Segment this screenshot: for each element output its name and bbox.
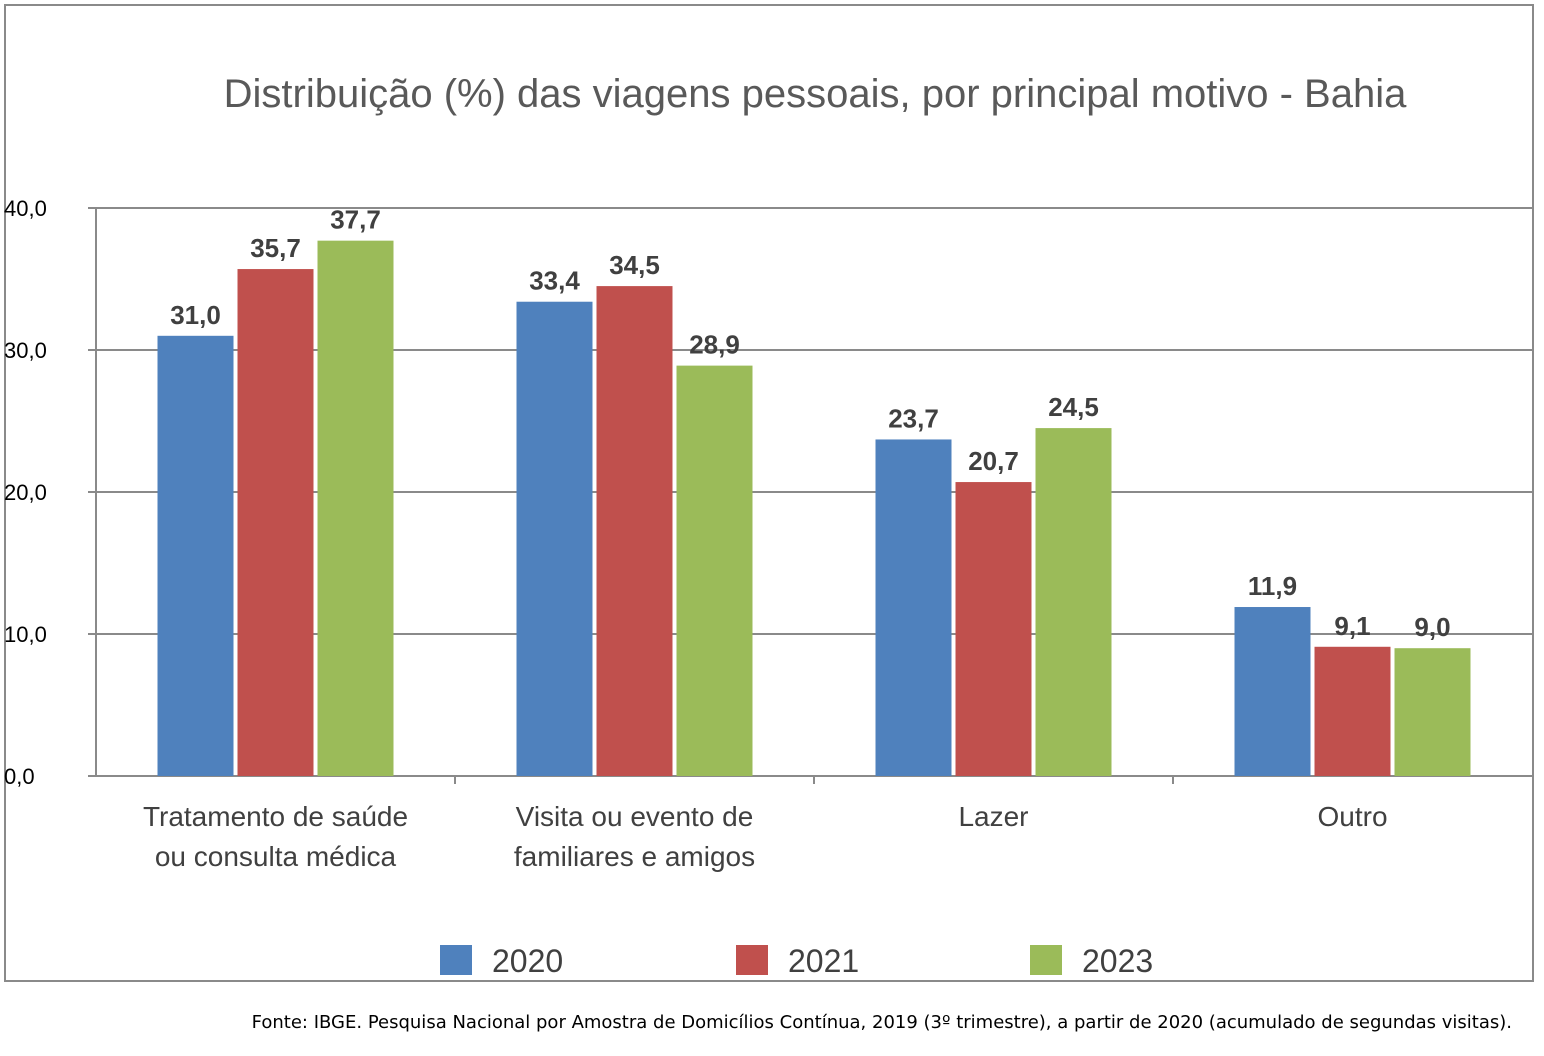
data-labels: 31,0 35,7 37,7 33,4 34,5 28,9 23,7 20,7 24,5 11,9… — [170, 205, 1450, 643]
legend-label-2021: 2021 — [788, 943, 859, 979]
bars — [157, 240, 1471, 776]
bar-2021 — [1314, 646, 1391, 776]
y-tick-label: 30,0 — [4, 338, 47, 363]
bar-chart: Distribuição (%) das viagens pessoais, p… — [4, 72, 1532, 979]
category-label: Lazer — [958, 801, 1028, 832]
legend-label-2020: 2020 — [492, 943, 563, 979]
data-label-2021: 35,7 — [250, 233, 301, 263]
bar-2023 — [317, 240, 394, 776]
data-label-2021: 9,1 — [1334, 611, 1370, 641]
category-label: Visita ou evento de — [516, 801, 754, 832]
legend-swatch-2023 — [1030, 945, 1062, 975]
data-label-2020: 33,4 — [529, 266, 580, 296]
bar-2020 — [516, 301, 593, 776]
data-label-2023: 24,5 — [1048, 392, 1099, 422]
category-label: Tratamento de saúde — [143, 801, 408, 832]
category-label: ou consulta médica — [155, 841, 397, 872]
y-tick-label: 10,0 — [4, 622, 47, 647]
category-labels: Tratamento de saúde ou consulta médica Vis… — [143, 801, 1388, 872]
data-label-2020: 11,9 — [1248, 571, 1297, 601]
data-label-2020: 31,0 — [170, 300, 221, 330]
bar-2021 — [237, 269, 314, 776]
data-label-2021: 20,7 — [968, 446, 1019, 476]
data-label-2023: 9,0 — [1414, 612, 1450, 642]
data-label-2021: 34,5 — [609, 250, 660, 280]
y-tick-label: 40,0 — [4, 196, 47, 221]
bar-2023 — [1035, 428, 1112, 776]
legend-swatch-2021 — [736, 945, 768, 975]
bar-2023 — [1394, 648, 1471, 776]
bar-2020 — [157, 335, 234, 776]
data-label-2023: 28,9 — [689, 330, 740, 360]
legend-label-2023: 2023 — [1082, 943, 1153, 979]
data-label-2020: 23,7 — [888, 403, 939, 433]
chart-title: Distribuição (%) das viagens pessoais, p… — [224, 72, 1408, 116]
bar-2021 — [596, 286, 673, 776]
bar-2021 — [955, 482, 1032, 776]
y-tick-label: 0,0 — [4, 764, 35, 789]
category-label: Outro — [1317, 801, 1387, 832]
category-label: familiares e amigos — [514, 841, 755, 872]
bar-2020 — [1234, 607, 1311, 776]
y-tick-label: 20,0 — [4, 480, 47, 505]
bar-2023 — [676, 365, 753, 776]
bar-2020 — [875, 439, 952, 776]
source-note: Fonte: IBGE. Pesquisa Nacional por Amost… — [251, 1012, 1512, 1033]
legend-swatch-2020 — [440, 945, 472, 975]
legend: 2020 2021 2023 — [440, 943, 1153, 979]
data-label-2023: 37,7 — [330, 205, 381, 235]
